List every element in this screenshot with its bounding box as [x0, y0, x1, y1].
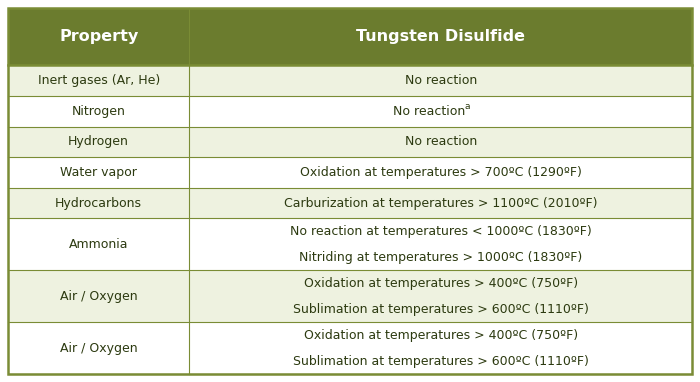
- Text: No reaction at temperatures < 1000ºC (1830ºF): No reaction at temperatures < 1000ºC (18…: [290, 225, 592, 238]
- Text: Oxidation at temperatures > 400ºC (750ºF): Oxidation at temperatures > 400ºC (750ºF…: [304, 329, 578, 342]
- Text: Oxidation at temperatures > 400ºC (750ºF): Oxidation at temperatures > 400ºC (750ºF…: [304, 277, 578, 290]
- Text: Sublimation at temperatures > 600ºC (1110ºF): Sublimation at temperatures > 600ºC (111…: [293, 303, 589, 316]
- Bar: [8, 219, 692, 270]
- Text: Sublimation at temperatures > 600ºC (1110ºF): Sublimation at temperatures > 600ºC (111…: [293, 354, 589, 367]
- Text: a: a: [465, 102, 470, 111]
- Bar: [8, 157, 692, 188]
- Bar: [8, 8, 692, 65]
- Text: No reaction: No reaction: [405, 74, 477, 87]
- Text: Inert gases (Ar, He): Inert gases (Ar, He): [38, 74, 160, 87]
- Bar: [8, 126, 692, 157]
- Bar: [8, 270, 692, 322]
- Text: Nitriding at temperatures > 1000ºC (1830ºF): Nitriding at temperatures > 1000ºC (1830…: [299, 251, 582, 264]
- Text: No reaction: No reaction: [405, 135, 477, 148]
- Text: Water vapor: Water vapor: [60, 166, 137, 179]
- Text: Hydrogen: Hydrogen: [68, 135, 129, 148]
- Text: Ammonia: Ammonia: [69, 238, 128, 251]
- Bar: [8, 188, 692, 219]
- Text: Nitrogen: Nitrogen: [71, 105, 125, 118]
- Bar: [8, 96, 692, 126]
- Bar: [8, 65, 692, 96]
- Bar: [8, 322, 692, 374]
- Text: Tungsten Disulfide: Tungsten Disulfide: [356, 29, 525, 44]
- Text: Oxidation at temperatures > 700ºC (1290ºF): Oxidation at temperatures > 700ºC (1290º…: [300, 166, 582, 179]
- Text: Carburization at temperatures > 1100ºC (2010ºF): Carburization at temperatures > 1100ºC (…: [284, 197, 597, 210]
- Text: Air / Oxygen: Air / Oxygen: [60, 342, 137, 354]
- Text: Air / Oxygen: Air / Oxygen: [60, 290, 137, 303]
- Text: No reaction: No reaction: [393, 105, 465, 118]
- Text: Hydrocarbons: Hydrocarbons: [55, 197, 142, 210]
- Text: Property: Property: [59, 29, 139, 44]
